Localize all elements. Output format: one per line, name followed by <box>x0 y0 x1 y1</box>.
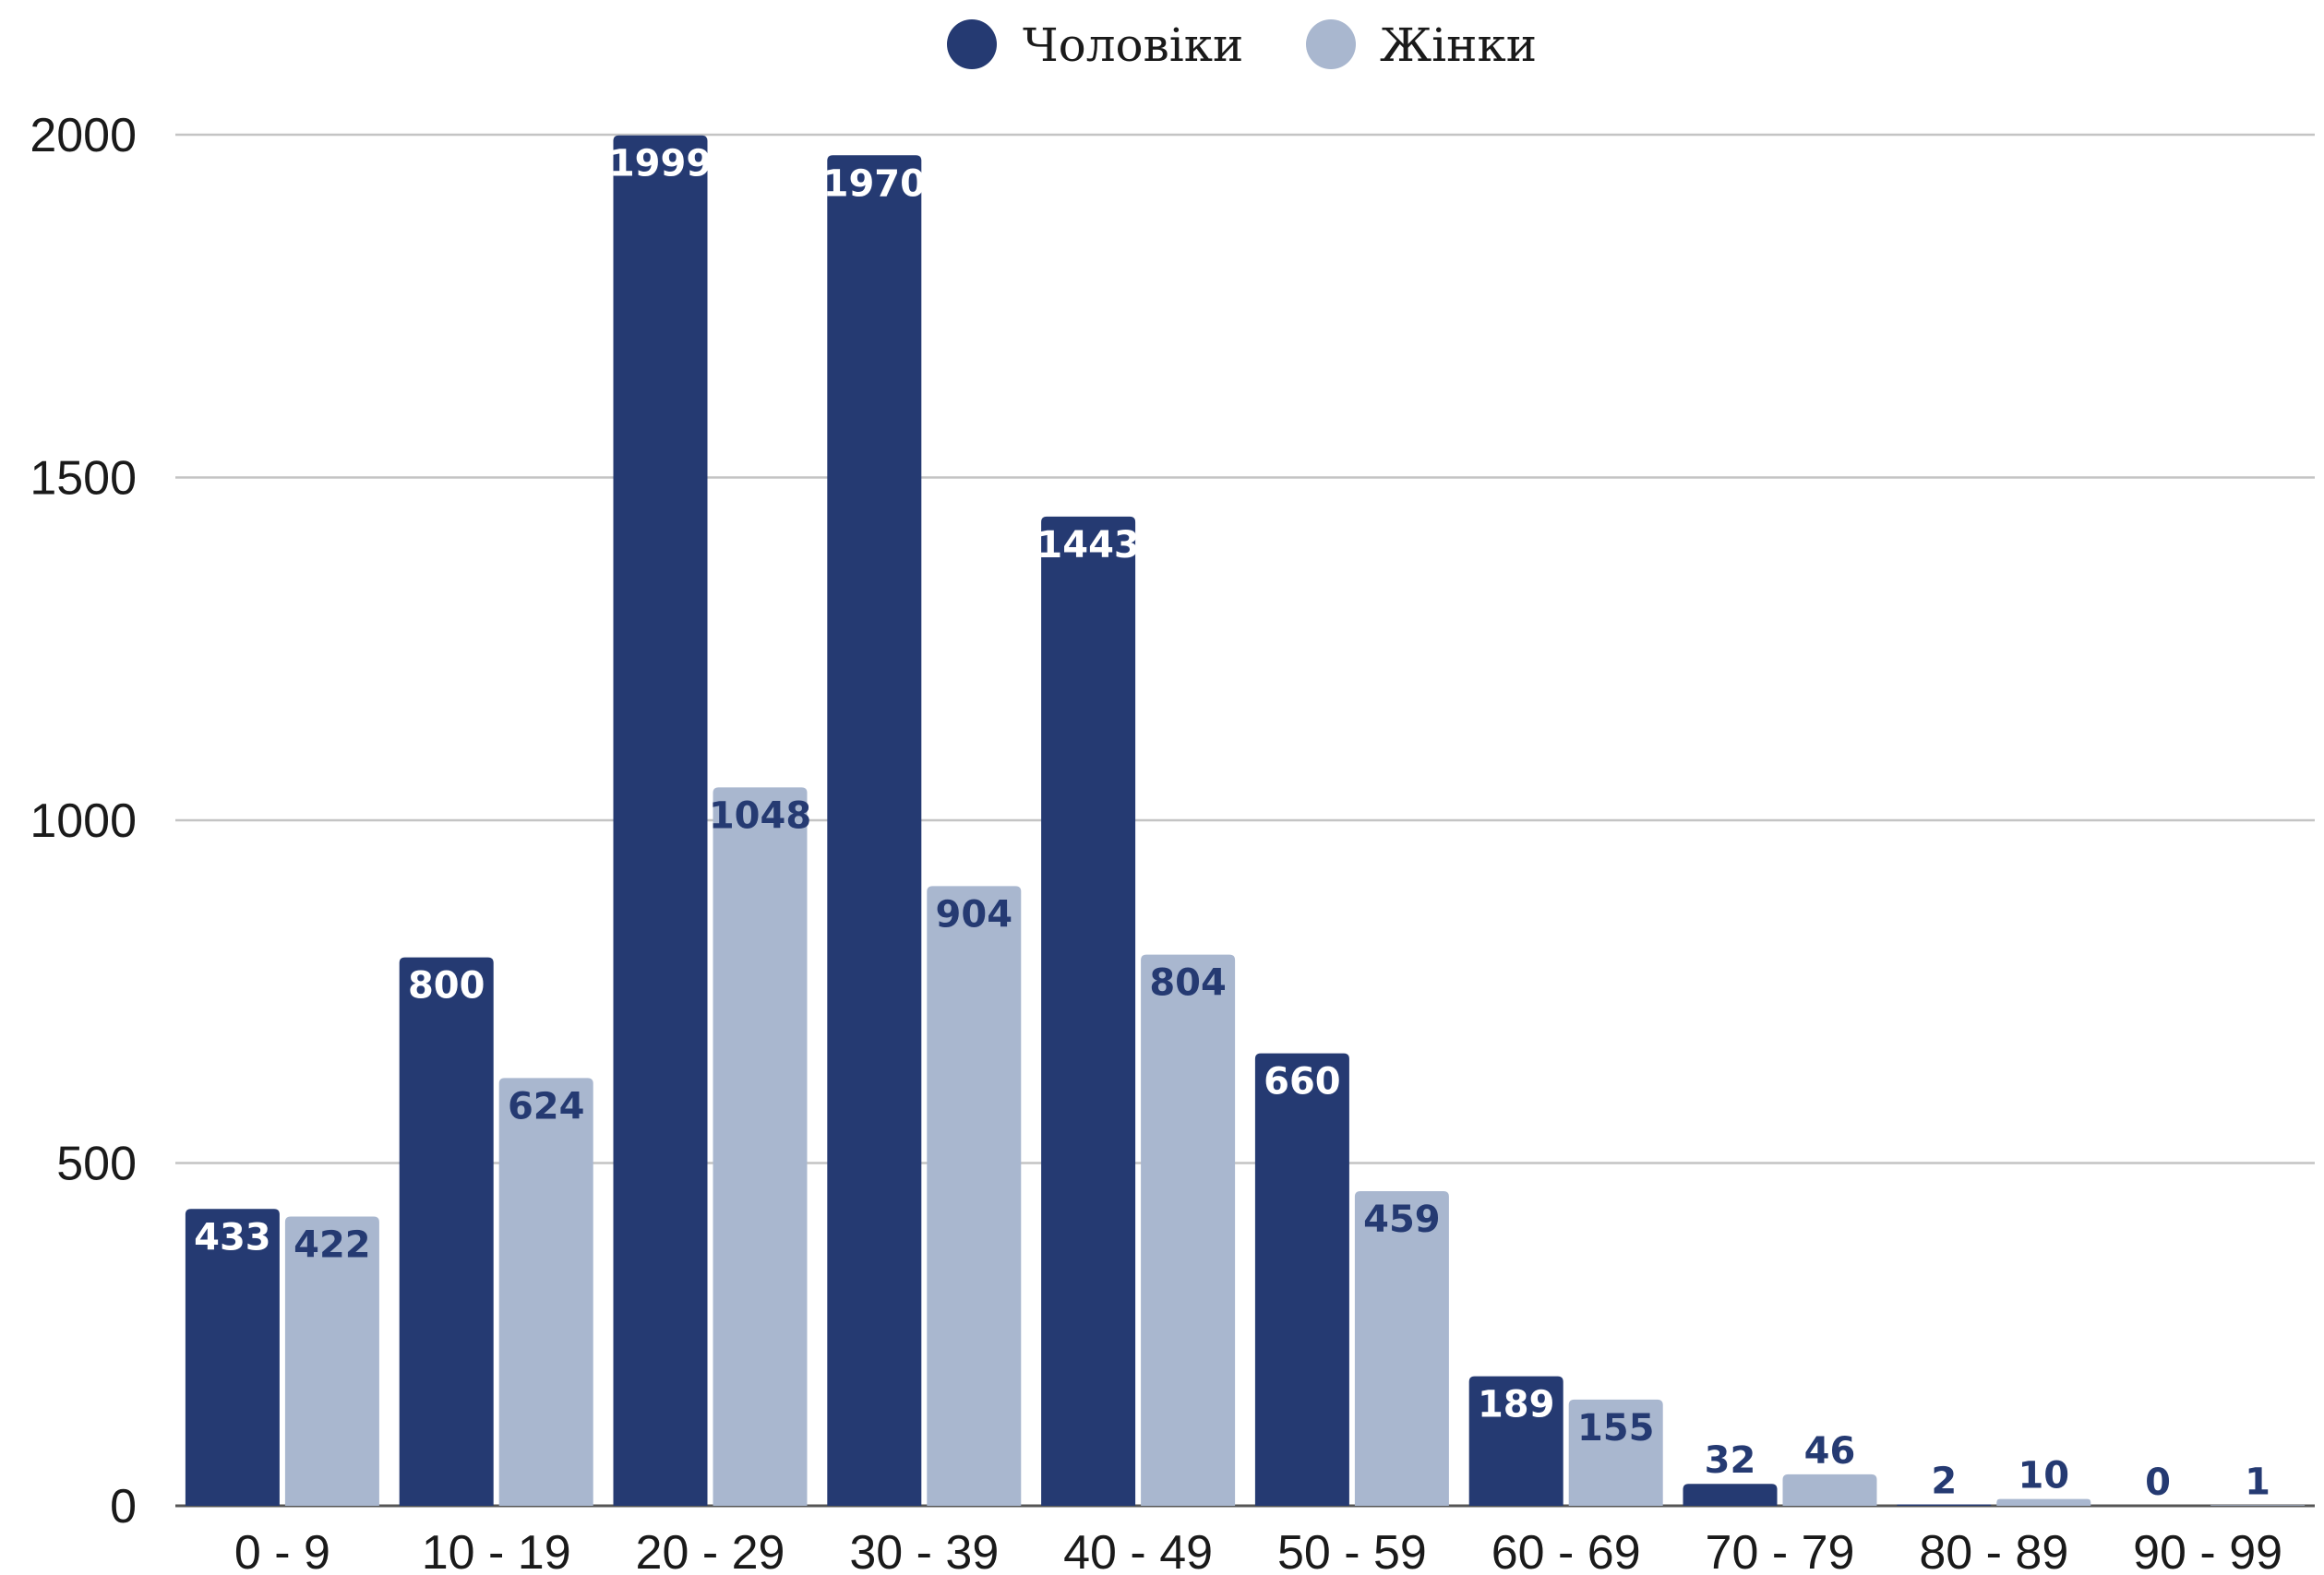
data-label: 433 <box>194 1216 271 1259</box>
x-tick-label: 30 - 39 <box>849 1526 999 1575</box>
data-label: 0 <box>2145 1462 2171 1504</box>
bar-women <box>1996 1498 2091 1506</box>
bar-men <box>185 1209 280 1506</box>
bar-men <box>399 957 494 1506</box>
bar-women <box>1782 1474 1877 1506</box>
y-tick-label: 2000 <box>30 109 137 162</box>
legend-swatch-men <box>947 19 997 69</box>
bars <box>185 135 2306 1506</box>
x-tick-label: 80 - 89 <box>1919 1526 2068 1575</box>
legend-swatch-women <box>1306 19 1356 69</box>
legend: Чоловіки Жінки <box>947 18 1537 72</box>
bar-men <box>1254 1053 1349 1506</box>
bar-women <box>284 1216 379 1506</box>
legend-label-men: Чоловіки <box>1023 18 1243 72</box>
bar-women <box>2210 1505 2306 1506</box>
data-label: 1999 <box>609 143 712 185</box>
x-tick-label: 0 - 9 <box>234 1526 330 1575</box>
legend-label-women: Жінки <box>1380 18 1537 72</box>
bar-men <box>1683 1484 1778 1506</box>
bar-men <box>1468 1376 1563 1506</box>
data-label: 804 <box>1149 962 1227 1005</box>
data-label: 32 <box>1705 1439 1756 1482</box>
y-tick-label: 500 <box>56 1138 137 1191</box>
data-label: 189 <box>1478 1384 1555 1426</box>
data-label: 155 <box>1577 1407 1655 1450</box>
gridlines <box>175 133 2315 1508</box>
x-tick-label: 20 - 29 <box>636 1526 785 1575</box>
data-label: 904 <box>936 893 1013 936</box>
bar-women <box>1141 954 1236 1506</box>
bar-women <box>927 886 1022 1506</box>
x-tick-label: 10 - 19 <box>422 1526 571 1575</box>
data-label: 1048 <box>709 794 811 837</box>
x-axis-ticks: 0 - 9 10 - 19 20 - 29 30 - 39 40 - 49 50 - 59… <box>234 1526 2282 1575</box>
x-tick-label: 50 - 59 <box>1277 1526 1427 1575</box>
bar-women <box>1354 1190 1449 1506</box>
bar-women <box>498 1078 593 1506</box>
data-label: 1 <box>2245 1461 2270 1503</box>
bar-women <box>713 787 808 1506</box>
y-axis-ticks: 0 500 1000 1500 2000 <box>30 109 137 1533</box>
bar-men <box>1897 1504 1992 1506</box>
data-label: 46 <box>1804 1430 1856 1473</box>
data-label: 624 <box>508 1085 585 1128</box>
data-label: 2 <box>1931 1461 1957 1503</box>
y-tick-label: 0 <box>110 1480 137 1533</box>
data-label: 422 <box>293 1223 371 1266</box>
bar-men <box>1041 516 1136 1506</box>
y-tick-label: 1000 <box>30 794 137 848</box>
y-tick-label: 1500 <box>30 452 137 506</box>
data-label: 660 <box>1264 1061 1341 1104</box>
data-label: 1970 <box>823 162 926 205</box>
data-label: 459 <box>1363 1199 1441 1241</box>
x-tick-label: 70 - 79 <box>1706 1526 1855 1575</box>
x-tick-label: 90 - 99 <box>2133 1526 2282 1575</box>
x-tick-label: 40 - 49 <box>1063 1526 1213 1575</box>
bar-women <box>1568 1399 1663 1506</box>
data-labels: 433 422 800 624 1999 1048 1970 904 1443 804 660 459… <box>194 143 2270 1504</box>
data-label: 10 <box>2018 1455 2069 1497</box>
data-label: 800 <box>408 965 485 1008</box>
bar-men <box>827 155 922 1506</box>
x-tick-label: 60 - 69 <box>1491 1526 1641 1575</box>
data-label: 1443 <box>1036 524 1139 567</box>
bar-men <box>613 135 708 1506</box>
